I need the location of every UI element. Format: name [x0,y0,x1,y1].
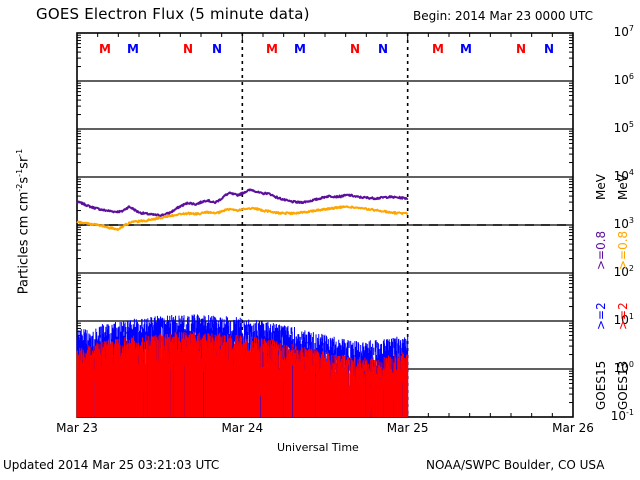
mn-marker: N [182,42,194,56]
updated-timestamp: Updated 2014 Mar 25 03:21:03 UTC [3,458,220,472]
legend-goes13-sat: GOES13 [616,360,630,410]
series-goes13-2mev [76,332,409,417]
x-tick-label: Mar 25 [386,421,429,435]
legend-goes15-unit: MeV [594,174,608,200]
x-axis-title: Universal Time [277,441,359,454]
y-tick-label: 10-1 [610,408,634,424]
legend-goes13-unit: MeV [616,174,630,200]
mn-marker: M [460,42,472,56]
mn-marker: M [127,42,139,56]
mn-marker: M [99,42,111,56]
y-tick-label: 102 [613,264,634,280]
legend-goes15-2mev: >=2 [594,302,608,330]
mn-marker: N [515,42,527,56]
mn-marker: M [266,42,278,56]
y-tick-label: 106 [613,72,634,88]
series-goes15-08mev [76,188,409,217]
mn-marker: M [294,42,306,56]
x-tick-label: Mar 26 [552,421,594,435]
y-tick-label: 107 [613,24,634,40]
mn-marker: N [377,42,389,56]
legend-goes15-08mev: >=0.8 [594,230,608,270]
mn-marker: N [349,42,361,56]
y-tick-label: 103 [613,216,634,232]
mn-marker: N [543,42,555,56]
chart-title: GOES Electron Flux (5 minute data) [36,5,310,23]
y-tick-label: 101 [613,312,634,328]
y-tick-label: 104 [613,168,634,184]
legend-goes13-08mev: >=0.8 [616,230,630,270]
mn-marker: N [211,42,223,56]
mn-marker: M [432,42,444,56]
legend-goes13-2mev: >=2 [616,302,630,330]
legend-goes15-sat: GOES15 [594,360,608,410]
x-tick-label: Mar 24 [221,421,264,435]
y-tick-label: 105 [613,120,634,136]
series-goes13-08mev [76,205,409,232]
x-tick-label: Mar 23 [56,421,98,435]
begin-time-label: Begin: 2014 Mar 23 0000 UTC [413,9,594,23]
agency-credit: NOAA/SWPC Boulder, CO USA [426,458,605,472]
y-tick-label: 100 [613,360,634,376]
